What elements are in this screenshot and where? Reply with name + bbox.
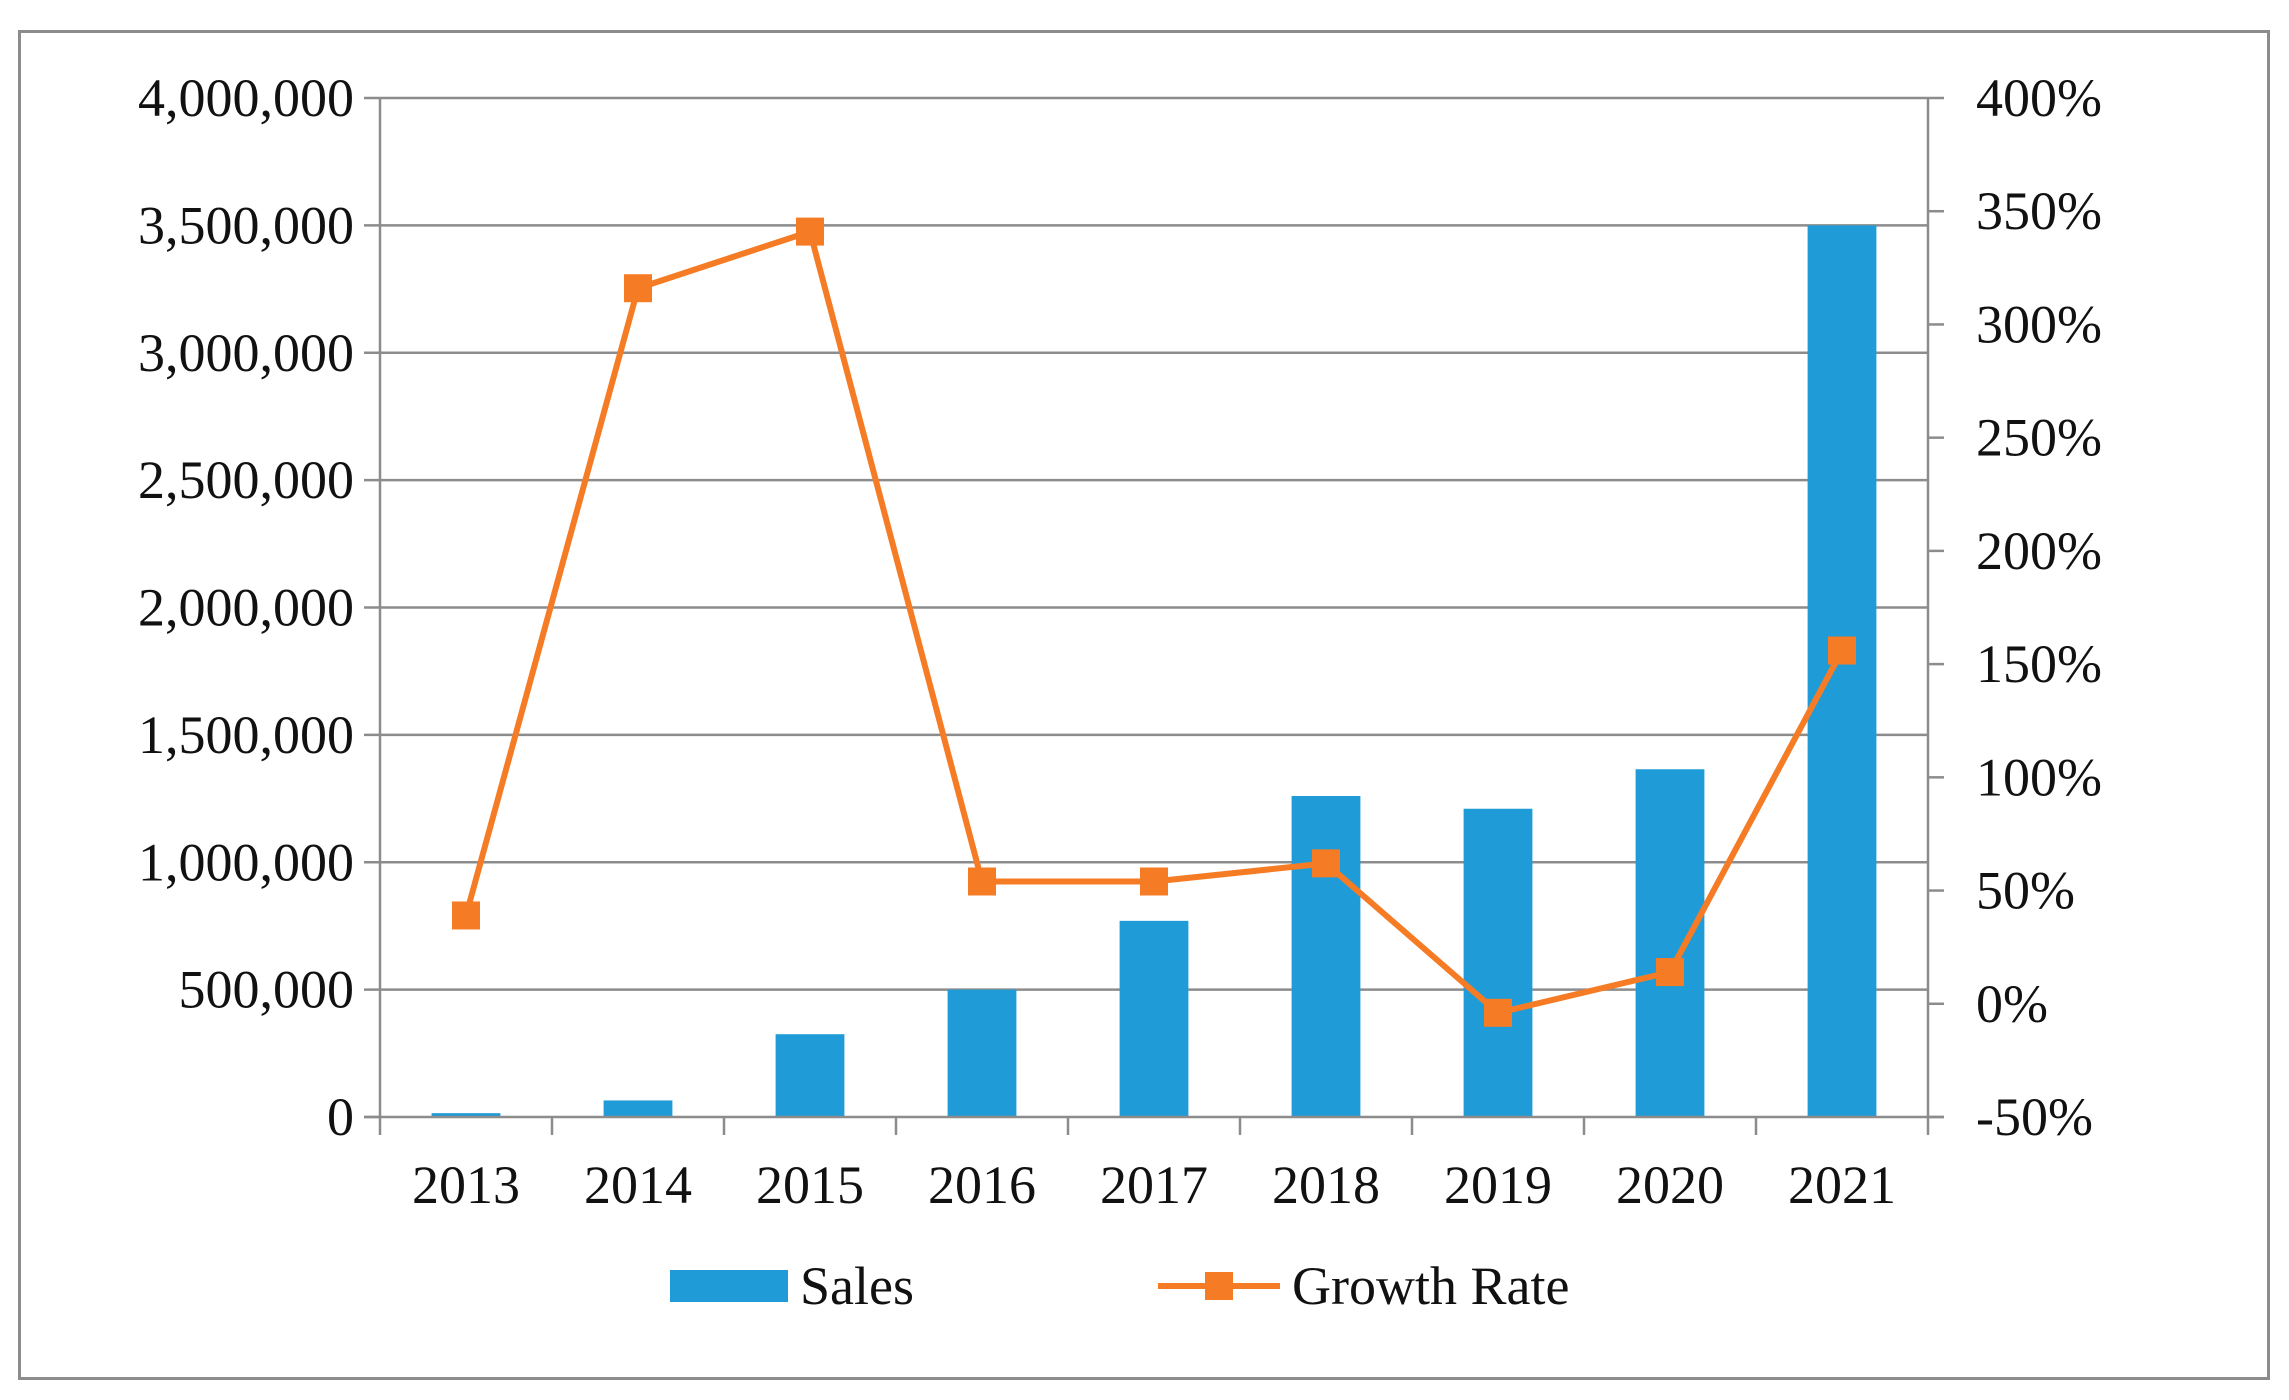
- growth-rate-marker-2020: [1656, 958, 1684, 987]
- right-tick-label: 350%: [1976, 181, 2102, 241]
- bar-2019: [1463, 808, 1533, 1117]
- legend-label-sales: Sales: [800, 1256, 914, 1316]
- bar-2014: [603, 1100, 673, 1117]
- right-tick-label: 200%: [1976, 521, 2102, 581]
- left-tick-label: 1,500,000: [138, 705, 354, 765]
- right-tick-label: 400%: [1976, 68, 2102, 128]
- right-tick-label: 150%: [1976, 634, 2102, 694]
- growth-rate-marker-2015: [796, 217, 824, 246]
- right-tick-label: 100%: [1976, 747, 2102, 807]
- left-tick-label: 2,000,000: [138, 578, 354, 638]
- legend-label-growth-rate: Growth Rate: [1292, 1256, 1569, 1316]
- chart-frame: [18, 30, 2270, 1380]
- legend-marker-growth-rate: [1205, 1272, 1233, 1300]
- left-tick-label: 1,000,000: [138, 832, 354, 892]
- bar-2018: [1291, 796, 1361, 1117]
- bar-2015: [775, 1034, 845, 1117]
- x-tick-label: 2013: [412, 1155, 520, 1215]
- x-tick-label: 2018: [1272, 1155, 1380, 1215]
- bar-2021: [1807, 225, 1877, 1117]
- x-tick-label: 2020: [1616, 1155, 1724, 1215]
- growth-rate-marker-2014: [624, 274, 652, 303]
- bar-2017: [1119, 920, 1189, 1117]
- growth-rate-marker-2017: [1140, 867, 1168, 896]
- x-tick-label: 2014: [584, 1155, 692, 1215]
- x-tick-label: 2021: [1788, 1155, 1896, 1215]
- right-tick-label: 250%: [1976, 408, 2102, 468]
- left-tick-label: 3,500,000: [138, 195, 354, 255]
- x-tick-label: 2016: [928, 1155, 1036, 1215]
- growth-rate-marker-2013: [452, 901, 480, 930]
- bar-2020: [1635, 769, 1705, 1117]
- right-tick-label: 300%: [1976, 294, 2102, 354]
- x-tick-label: 2017: [1100, 1155, 1208, 1215]
- right-tick-label: 0%: [1976, 974, 2048, 1034]
- legend-swatch-sales: [670, 1270, 788, 1302]
- left-tick-label: 0: [327, 1087, 354, 1147]
- right-tick-label: -50%: [1976, 1087, 2093, 1147]
- x-tick-label: 2015: [756, 1155, 864, 1215]
- left-tick-label: 2,500,000: [138, 450, 354, 510]
- x-tick-label: 2019: [1444, 1155, 1552, 1215]
- right-tick-label: 50%: [1976, 861, 2075, 921]
- bar-2013: [431, 1113, 501, 1117]
- left-tick-label: 3,000,000: [138, 323, 354, 383]
- bar-2016: [947, 989, 1017, 1117]
- growth-rate-marker-2019: [1484, 998, 1512, 1027]
- growth-rate-marker-2016: [968, 867, 996, 896]
- growth-rate-marker-2018: [1312, 849, 1340, 878]
- left-tick-label: 500,000: [179, 960, 355, 1020]
- growth-rate-marker-2021: [1828, 636, 1856, 665]
- left-tick-label: 4,000,000: [138, 68, 354, 128]
